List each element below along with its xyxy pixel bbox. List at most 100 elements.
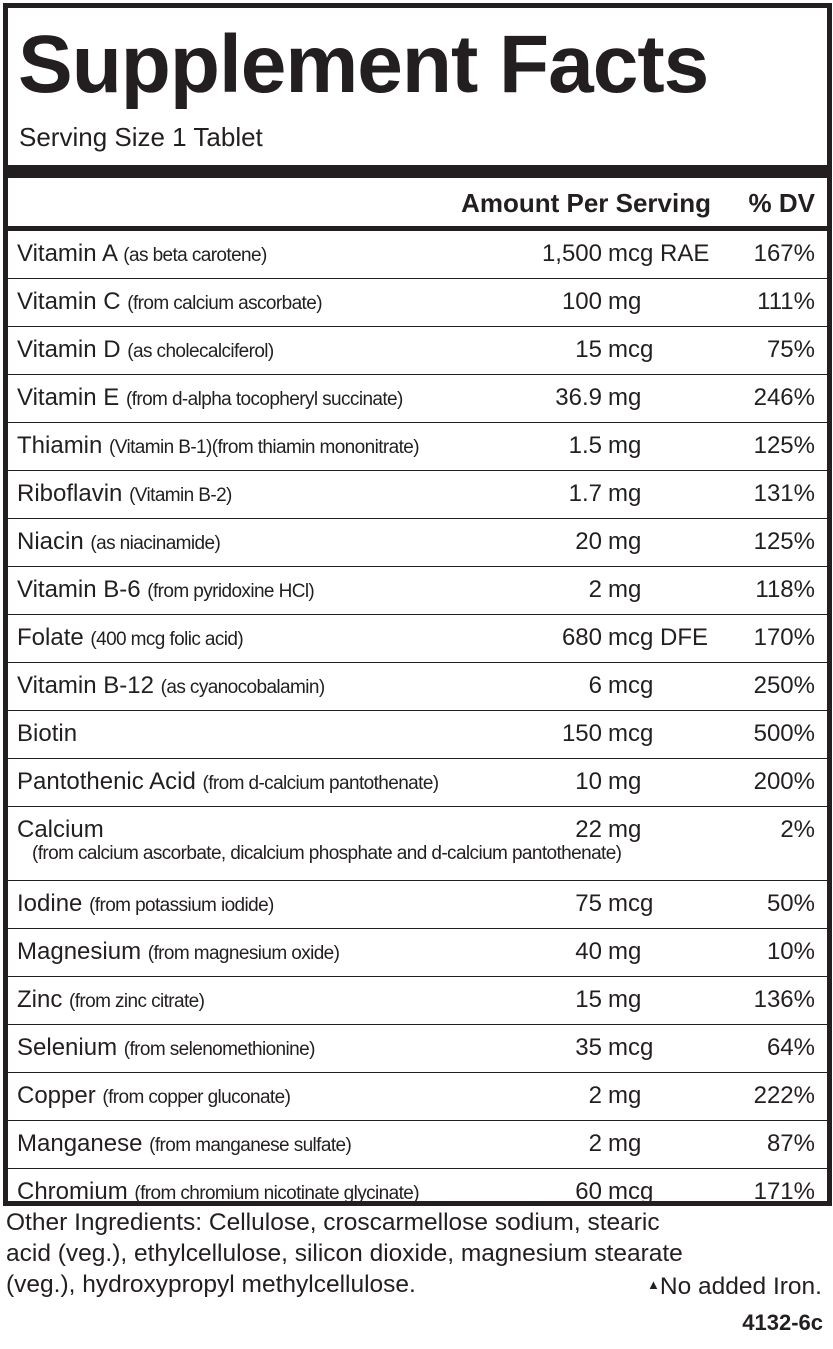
nutrient-name: Chromium [17,1178,128,1205]
nutrient-source: (from d-alpha tocopheryl succinate) [125,389,403,410]
amount-unit: mg [608,480,642,507]
nutrient-row: Copper (from copper gluconate) 2 mg 222% [8,1073,827,1121]
amount-value: 1,500 [541,240,602,267]
other-ingredients: Other Ingredients: Cellulose, croscarmel… [6,1207,828,1300]
nutrient-row: Thiamin (Vitamin B-1)(from thiamin monon… [8,423,827,471]
nutrient-source: (as niacinamide) [90,533,221,554]
nutrient-row: Vitamin B-12 (as cyanocobalamin) 6 mcg 250% [8,663,827,711]
daily-value: 10% [766,938,815,965]
nutrient-name: Vitamin E [17,384,120,411]
nutrient-name-cell: Vitamin B-6 (from pyridoxine HCl) [17,575,315,607]
amount-value: 2 [588,576,602,603]
nutrient-source: (from d-calcium pantothenate) [202,773,439,794]
amount-value: 15 [575,336,602,363]
amount-value: 150 [561,720,602,747]
daily-value-header: % DV [748,188,815,218]
amount-unit: mg [608,288,642,315]
nutrient-row: Zinc (from zinc citrate) 15 mg 136% [8,977,827,1025]
no-added-iron-note: ▲No added Iron. [647,1269,822,1302]
nutrient-source: (from copper gluconate) [102,1087,291,1108]
other-ingredients-line: Other Ingredients: Cellulose, croscarmel… [6,1209,660,1236]
nutrient-row: Vitamin D (as cholecalciferol) 15 mcg 75% [8,327,827,375]
daily-value: 118% [755,576,815,603]
nutrient-source: (from selenomethionine) [123,1039,316,1060]
amount-unit: mg [608,384,642,411]
nutrient-row: Folate (400 mcg folic acid) 680 mcg DFE 170… [8,615,827,663]
nutrient-row: Vitamin E (from d-alpha tocopheryl succi… [8,375,827,423]
amount-value: 36.9 [555,384,602,411]
daily-value: 171% [753,1178,815,1205]
amount-unit: mg [608,1130,642,1157]
nutrient-source: (from calcium ascorbate) [127,293,322,314]
nutrient-source: (400 mcg folic acid) [90,629,244,650]
nutrient-source: (from zinc citrate) [69,991,205,1012]
supplement-facts-panel: Supplement Facts Serving Size 1 Tablet A… [3,3,832,1206]
nutrient-name: Vitamin B-12 [17,672,154,699]
amount-value: 1.7 [568,480,602,507]
nutrient-name: Pantothenic Acid [17,768,196,795]
amount-value: 35 [575,1034,602,1061]
nutrient-row: Pantothenic Acid (from d-calcium pantoth… [8,759,827,807]
nutrient-name-cell: Biotin [17,719,77,749]
amount-unit: mg [608,938,642,965]
thick-divider [8,165,827,178]
nutrient-row: Chromium (from chromium nicotinate glyci… [8,1169,827,1217]
nutrient-source: (as cyanocobalamin) [160,677,326,698]
daily-value: 170% [753,624,815,651]
daily-value: 246% [753,384,815,411]
nutrient-name: Manganese [17,1130,143,1157]
nutrient-name: Calcium [17,816,104,843]
daily-value: 111% [757,288,815,315]
amount-unit: mcg [608,720,654,747]
amount-unit: mcg [608,336,654,363]
nutrient-name-cell: Zinc (from zinc citrate) [17,985,205,1017]
nutrient-name: Niacin [17,528,84,555]
amount-value: 15 [575,986,602,1013]
nutrient-name-cell: Vitamin C (from calcium ascorbate) [17,287,323,319]
other-ingredients-line: acid (veg.), ethylcellulose, silicon dio… [6,1240,683,1267]
nutrient-name-cell: Magnesium (from magnesium oxide) [17,937,340,969]
panel-title: Supplement Facts [18,19,709,110]
nutrient-source: (from chromium nicotinate glycinate) [134,1183,419,1204]
daily-value: 50% [766,890,815,917]
nutrient-name: Thiamin [17,432,103,459]
daily-value: 200% [753,768,815,795]
nutrient-source: (Vitamin B-1)(from thiamin mononitrate) [109,437,420,458]
nutrient-row: Vitamin B-6 (from pyridoxine HCl) 2 mg 118% [8,567,827,615]
medium-divider [8,226,827,231]
nutrient-name: Zinc [17,986,63,1013]
amount-value: 680 [561,624,602,651]
nutrient-name-cell: Manganese (from manganese sulfate) [17,1129,352,1161]
nutrient-row: Niacin (as niacinamide) 20 mg 125% [8,519,827,567]
daily-value: 500% [753,720,815,747]
nutrient-name-cell: Chromium (from chromium nicotinate glyci… [17,1177,420,1209]
daily-value: 125% [753,528,815,555]
daily-value: 64% [766,1034,815,1061]
nutrient-row: Vitamin C (from calcium ascorbate) 100 mg 1… [8,279,827,327]
nutrient-source: (from magnesium oxide) [147,943,340,964]
daily-value: 136% [753,986,815,1013]
amount-unit: mg [608,986,642,1013]
daily-value: 131% [753,480,815,507]
no-added-iron-text: No added Iron. [659,1273,822,1300]
nutrient-row: Manganese (from manganese sulfate) 2 mg 87% [8,1121,827,1169]
nutrient-name: Iodine [17,890,83,917]
nutrient-source: (from calcium ascorbate, dicalcium phosp… [32,843,622,864]
nutrient-name-cell: Vitamin E (from d-alpha tocopheryl succi… [17,383,403,415]
amount-unit: mg [608,432,642,459]
amount-value: 2 [588,1130,602,1157]
amount-value: 1.5 [568,432,602,459]
nutrient-name: Biotin [17,720,78,747]
nutrient-name-cell: Thiamin (Vitamin B-1)(from thiamin monon… [17,431,420,463]
amount-unit: mcg RAE [608,240,710,267]
amount-value: 75 [575,890,602,917]
nutrient-row: Biotin 150 mcg 500% [8,711,827,759]
nutrient-name: Vitamin C [17,288,121,315]
daily-value: 222% [753,1082,815,1109]
daily-value: 75% [766,336,815,363]
amount-unit: mg [608,576,642,603]
amount-value: 20 [575,528,602,555]
amount-value: 60 [575,1178,602,1205]
amount-unit: mcg [608,1034,654,1061]
nutrient-source: (as beta carotene) [123,245,267,266]
